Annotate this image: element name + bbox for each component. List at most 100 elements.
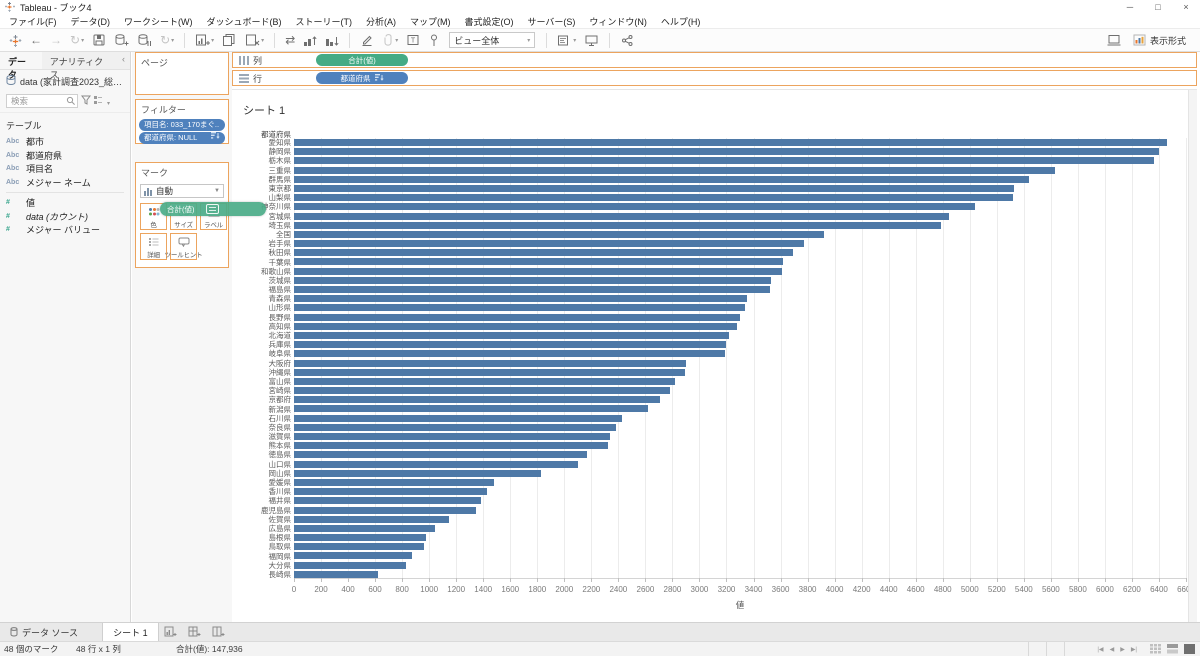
bar[interactable] [294,212,950,220]
bar[interactable] [294,497,481,505]
field-data-count[interactable]: # data (カウント) [0,210,130,224]
field-prefecture[interactable]: Abc 都道府県 [0,149,130,163]
bar-category-label[interactable]: 長野県 [268,312,292,322]
presentation-mode-icon[interactable] [581,32,602,49]
redo-icon[interactable]: ↻ ▾ [70,33,85,47]
bar-category-label[interactable]: 秋田県 [268,248,292,258]
tab-data[interactable]: データ [0,52,42,80]
menu-server[interactable]: サーバー(S) [527,17,576,27]
bar-category-label[interactable]: 和歌山県 [261,266,291,276]
bar[interactable] [294,442,608,450]
filter-pill-item-name-filter[interactable]: 項目名: 033_170まぐ.. [139,119,225,131]
bar-category-label[interactable]: 愛媛県 [268,478,292,488]
bar[interactable] [294,139,1168,146]
bar[interactable] [294,230,824,238]
bar-category-label[interactable]: 岩手県 [268,239,292,249]
new-dashboard-icon[interactable] [183,623,207,641]
datasource-item[interactable]: data (家計調査2023_総… [0,70,130,92]
bar-category-label[interactable]: 岐阜県 [268,349,292,359]
bar[interactable] [294,488,488,496]
bar[interactable] [294,194,1013,202]
run-update-icon[interactable]: ↻ ▾ [160,33,175,47]
bar-category-label[interactable]: 奈良県 [268,422,292,432]
field-city[interactable]: Abc 都市 [0,135,130,149]
menu-analysis[interactable]: 分析(A) [366,17,396,27]
show-me-button[interactable]: 表示形式 [1133,34,1186,47]
menu-data[interactable]: データ(D) [70,17,111,27]
bar-category-label[interactable]: 香川県 [268,487,292,497]
swap-rows-columns-icon[interactable]: ⇄ [285,33,296,47]
field-value[interactable]: # 値 [0,196,130,210]
bar-category-label[interactable]: 鹿児島県 [261,505,291,515]
fix-axes-icon[interactable] [425,31,443,49]
bar-category-label[interactable]: 広島県 [268,523,292,533]
bar[interactable] [294,552,412,560]
bar[interactable] [294,295,747,303]
filter-pill-prefecture-filter[interactable]: 都道府県: NULL [139,132,225,144]
bar[interactable] [294,203,976,211]
bar-category-label[interactable]: 神奈川県 [261,202,291,212]
bar[interactable] [294,368,685,376]
bar-category-label[interactable]: 全国 [276,229,291,239]
device-preview-icon[interactable] [1103,32,1125,49]
pages-card[interactable]: ページ [135,52,229,95]
new-worksheet-icon[interactable] [159,623,183,641]
new-data-source-icon[interactable] [111,31,132,49]
full-view-icon[interactable] [1184,644,1195,654]
clear-sheet-icon[interactable]: ▾ [242,31,267,49]
bar-category-label[interactable]: 島根県 [268,533,292,543]
bar-category-label[interactable]: 長崎県 [268,569,292,579]
text-label-icon[interactable]: T [403,31,423,49]
bar[interactable] [294,515,450,523]
bar[interactable] [294,221,942,229]
new-worksheet-icon[interactable]: ▾ [192,31,217,49]
bar[interactable] [294,543,424,551]
search-input[interactable] [6,94,78,108]
bar-category-label[interactable]: 富山県 [268,376,292,386]
bar-category-label[interactable]: 福井県 [268,496,292,506]
bar-category-label[interactable]: 石川県 [268,413,292,423]
bar[interactable] [294,405,649,413]
bar[interactable] [294,157,1154,165]
save-icon[interactable] [89,31,109,49]
bar-category-label[interactable]: 滋賀県 [268,432,292,442]
field-measure-values[interactable]: # メジャー バリュー [0,223,130,237]
bar[interactable] [294,184,1015,192]
bar[interactable] [294,331,730,339]
bar[interactable] [294,341,727,349]
view-options-icon[interactable]: ▾ [94,95,110,107]
bar[interactable] [294,359,686,367]
bar[interactable] [294,414,623,422]
columns-pill[interactable]: 合計(値) [316,54,408,66]
bar[interactable] [294,478,495,486]
datasource-tab[interactable]: データ ソース [0,623,88,641]
rows-pill[interactable]: 都道府県 [316,72,408,84]
bar[interactable] [294,561,407,569]
menu-help[interactable]: ヘルプ(H) [660,17,701,27]
bar-category-label[interactable]: 青森県 [268,294,292,304]
field-measure-names[interactable]: Abc メジャー ネーム [0,176,130,190]
bar[interactable] [294,240,804,248]
bar[interactable] [294,276,772,284]
new-story-icon[interactable] [207,623,231,641]
bar[interactable] [294,460,578,468]
bar-category-label[interactable]: 福岡県 [268,551,292,561]
bar[interactable] [294,570,378,578]
bar-category-label[interactable]: 栃木県 [268,156,292,166]
bar-category-label[interactable]: 東京都 [268,184,292,194]
bar[interactable] [294,166,1055,174]
last-page-icon[interactable]: ▶| [1130,646,1137,653]
bar-category-label[interactable]: 沖縄県 [268,367,292,377]
rows-shelf[interactable]: 行 都道府県 [232,70,1197,86]
filter-fields-icon[interactable] [81,95,91,107]
bar-category-label[interactable]: 大阪府 [268,358,292,368]
grid-view-icon[interactable] [1150,644,1161,654]
menu-map[interactable]: マップ(M) [410,17,451,27]
bar-category-label[interactable]: 佐賀県 [268,514,292,524]
x-axis[interactable]: 0 200 400 600 800 1000 1200 1400 1600 1800 2000 220… [292,585,1195,595]
bar[interactable] [294,377,676,385]
menu-dashboard[interactable]: ダッシュボード(B) [206,17,282,27]
bar[interactable] [294,286,770,293]
sort-ascending-icon[interactable] [300,32,320,49]
fit-dropdown[interactable]: ビュー全体 ▾ [449,32,536,48]
